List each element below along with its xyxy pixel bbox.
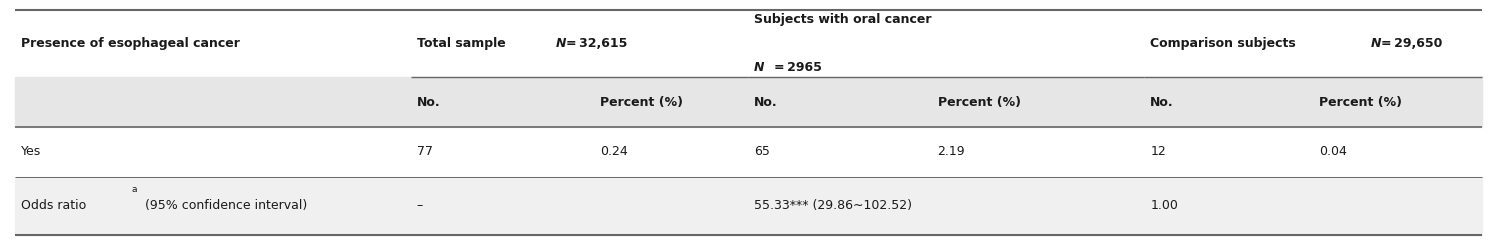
- Text: 12: 12: [1150, 145, 1166, 158]
- Text: 65: 65: [753, 145, 770, 158]
- Text: 0.04: 0.04: [1319, 145, 1346, 158]
- Text: N: N: [753, 61, 765, 74]
- Text: Odds ratio: Odds ratio: [21, 199, 86, 212]
- Text: 1.00: 1.00: [1150, 199, 1178, 212]
- Text: (95% confidence interval): (95% confidence interval): [141, 199, 308, 212]
- Text: No.: No.: [417, 96, 441, 108]
- Text: 2.19: 2.19: [938, 145, 965, 158]
- Text: 0.24: 0.24: [600, 145, 628, 158]
- Text: Comparison subjects: Comparison subjects: [1150, 37, 1300, 50]
- Text: Percent (%): Percent (%): [1319, 96, 1401, 108]
- Text: Yes: Yes: [21, 145, 42, 158]
- Text: N: N: [555, 37, 566, 50]
- Text: a: a: [131, 185, 137, 194]
- Text: Subjects with oral cancer: Subjects with oral cancer: [753, 13, 932, 26]
- Bar: [15, 77, 1482, 127]
- Text: Percent (%): Percent (%): [600, 96, 683, 108]
- Text: = 29,650: = 29,650: [1380, 37, 1443, 50]
- Text: 77: 77: [417, 145, 433, 158]
- Text: = 2965: = 2965: [774, 61, 822, 74]
- Text: 55.33*** (29.86∼102.52): 55.33*** (29.86∼102.52): [753, 199, 913, 212]
- Text: Total sample: Total sample: [417, 37, 509, 50]
- Text: –: –: [417, 199, 423, 212]
- Text: N: N: [1370, 37, 1382, 50]
- Text: No.: No.: [1150, 96, 1173, 108]
- Text: = 32,615: = 32,615: [566, 37, 627, 50]
- Text: Percent (%): Percent (%): [938, 96, 1020, 108]
- Bar: [15, 177, 1482, 235]
- Text: No.: No.: [753, 96, 777, 108]
- Text: Presence of esophageal cancer: Presence of esophageal cancer: [21, 37, 240, 50]
